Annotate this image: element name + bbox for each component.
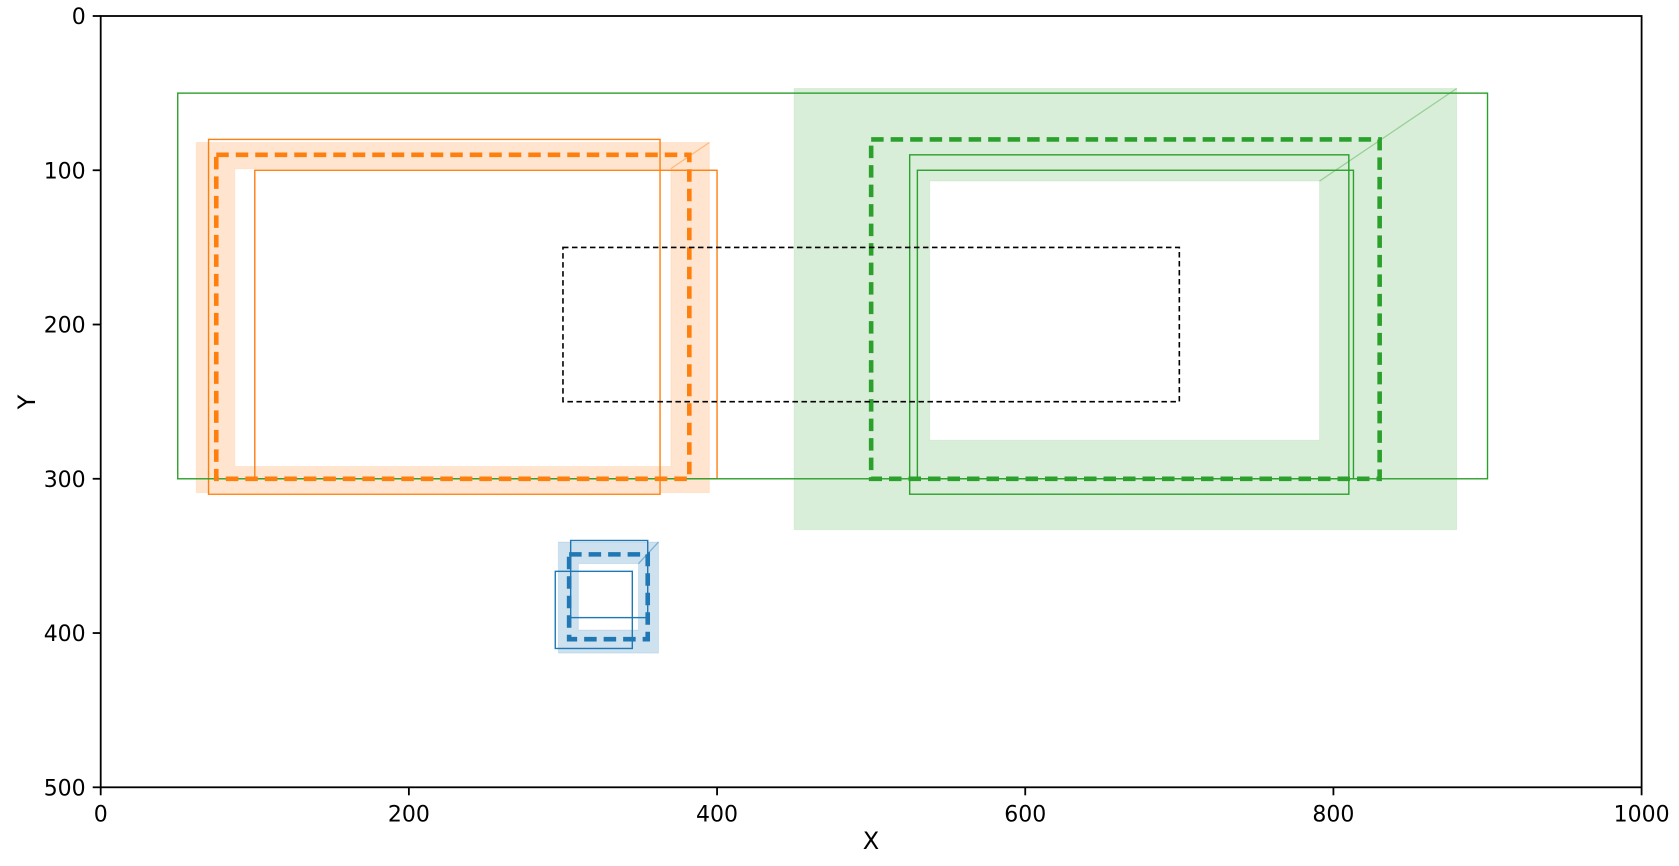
- orange-sample-box: [207, 138, 661, 495]
- green-sample-box: [916, 169, 1355, 480]
- x-tick-label: 400: [696, 802, 738, 827]
- green-uncertainty-band: [793, 88, 1458, 531]
- x-axis-label: X: [863, 827, 879, 855]
- blue-sample-box: [554, 570, 634, 650]
- orange-fused-box-dashed: [213, 152, 692, 482]
- black-dashed-reference-box: [562, 246, 1181, 403]
- x-tick-label: 200: [388, 802, 430, 827]
- green-sample-box: [908, 154, 1350, 495]
- y-axis-label: Y: [13, 394, 41, 410]
- y-tick-label: 300: [44, 468, 86, 493]
- y-tick-label: 400: [44, 622, 86, 647]
- axes-layer: 0 200 400 600 800 1000 0 100 200 300 400 500: [44, 5, 1670, 827]
- x-tick-label: 1000: [1614, 802, 1670, 827]
- uncertainty-bands-layer: [195, 87, 1458, 654]
- y-tick-label: 200: [44, 314, 86, 339]
- orange-sample-box: [254, 169, 718, 480]
- green-band-mitre-seam: [1319, 87, 1458, 182]
- y-tick-label: 500: [44, 776, 86, 801]
- green-fused-box-dashed: [868, 137, 1382, 482]
- orange-uncertainty-band: [195, 141, 710, 494]
- green-sample-box: [177, 92, 1489, 480]
- x-tick-label: 0: [94, 802, 108, 827]
- blue-fused-box-dashed: [566, 552, 651, 642]
- x-tick-label: 800: [1312, 802, 1354, 827]
- x-tick-label: 600: [1004, 802, 1046, 827]
- y-tick-label: 100: [44, 159, 86, 184]
- boxes-layer: [177, 92, 1489, 650]
- axes-frame: [99, 15, 1643, 789]
- y-tick-label: 0: [72, 5, 86, 30]
